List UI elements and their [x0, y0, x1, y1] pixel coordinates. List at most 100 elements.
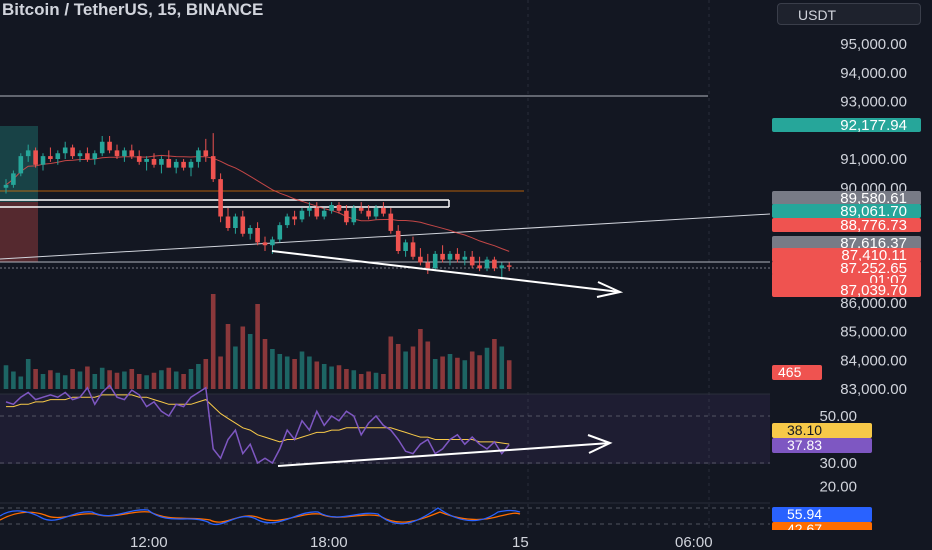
volume-bar [255, 304, 260, 389]
price-labels: 92,177.94 89,580.6189,061.7088,776.7387,6… [772, 117, 921, 299]
volume-bar [299, 351, 305, 389]
candle-body [144, 159, 149, 162]
candle-body [403, 242, 408, 251]
candle-body [336, 205, 342, 211]
price-label-text: 89,580.61 [840, 190, 907, 207]
candle-body [329, 205, 334, 211]
candle-body [506, 265, 512, 267]
candlesticks [3, 133, 512, 280]
volume-bar [329, 366, 334, 389]
volume-bar [425, 341, 431, 389]
volume-bar [321, 364, 327, 389]
price-label-box [772, 261, 921, 275]
rsi-tick-label: 20.00 [819, 479, 857, 496]
volume-bar [292, 359, 297, 389]
volume-bar [159, 370, 164, 389]
price-label-box [772, 236, 921, 250]
candle-body [410, 242, 416, 257]
volume-bar [107, 370, 112, 389]
candle-body [277, 225, 283, 240]
candle-body [40, 156, 46, 165]
candle-body [344, 210, 349, 223]
volume-bar [395, 344, 401, 389]
candle-body [351, 207, 357, 223]
volume-bar [77, 371, 83, 389]
candle-body [373, 207, 379, 217]
candle-body [107, 141, 112, 151]
candle-body [418, 256, 423, 263]
candle-body [499, 265, 505, 269]
volume-bar [492, 339, 497, 389]
price-label-box [772, 204, 921, 218]
candle-body [77, 153, 83, 157]
volume-bar [418, 329, 423, 389]
candle-body [299, 210, 305, 220]
candle-body [395, 230, 401, 251]
price-label-box [772, 283, 921, 297]
candle-body [203, 150, 209, 157]
rising-trend-line[interactable] [0, 213, 771, 260]
volume-bar [55, 372, 61, 389]
volume-bar [484, 347, 490, 389]
volume-bar [210, 294, 216, 389]
volume-bar [358, 374, 364, 389]
currency-button[interactable]: USDT [777, 3, 921, 25]
volume-bar [218, 356, 223, 389]
price-divergence-arrow[interactable] [271, 250, 624, 298]
volume-bar [381, 374, 386, 389]
candle-body [11, 173, 16, 185]
volume-bar [403, 351, 408, 389]
volume-bar [477, 355, 482, 389]
candle-body [55, 153, 61, 159]
price-label-text: 87,252.65 [840, 260, 907, 277]
price-label-text: 92,177.94 [840, 117, 907, 134]
volume-bar [188, 369, 194, 389]
price-tick-label: 83,000.00 [840, 381, 907, 398]
candle-body [270, 239, 275, 246]
stoch-k-value-label: 55.94 [772, 506, 872, 522]
rsi-divergence-arrow[interactable] [277, 434, 613, 467]
candle-body [33, 150, 38, 165]
candle-body [129, 150, 135, 157]
candle-body [173, 161, 179, 168]
price-tick-label: 91,000.00 [840, 151, 907, 168]
volume-bar [240, 326, 246, 389]
volume-bar [18, 376, 24, 389]
time-axis[interactable] [0, 530, 932, 550]
rsi-axis-ticks: 50.00 30.00 20.00 [819, 408, 857, 496]
candle-body [262, 242, 268, 246]
candle-body [196, 150, 201, 162]
volume-bar [122, 371, 127, 389]
candle-body [484, 259, 490, 269]
volume-bar [136, 374, 142, 389]
volume-bar [181, 374, 186, 389]
candle-body [25, 150, 31, 157]
volume-bar [99, 367, 105, 389]
volume-bar [410, 346, 416, 389]
candle-body [366, 210, 371, 217]
volume-bar [307, 356, 312, 389]
volume-bar [344, 369, 349, 389]
price-tick-label: 95,000.00 [840, 36, 907, 53]
candle-body [455, 253, 460, 260]
candle-body [321, 210, 327, 217]
volume-bar [225, 324, 231, 389]
candle-body [18, 156, 24, 174]
volume-bar [114, 372, 120, 389]
candle-body [159, 159, 164, 165]
volume-value-text: 465 [778, 364, 802, 380]
rsi-value-text: 37.83 [787, 437, 822, 453]
time-tick-label: 12:00 [130, 534, 168, 550]
volume-bar [166, 367, 172, 389]
volume-bar [440, 356, 445, 389]
volume-bar [173, 371, 179, 389]
price-label-text: 87,410.11 [841, 247, 907, 264]
price-tick-label: 93,000.00 [840, 94, 907, 111]
volume-bar [270, 349, 275, 389]
volume-bar [469, 351, 475, 389]
volume-bar [203, 359, 209, 389]
volume-bar [432, 359, 438, 389]
price-label-text: 87,616.37 [840, 235, 907, 252]
candle-body [469, 256, 475, 266]
